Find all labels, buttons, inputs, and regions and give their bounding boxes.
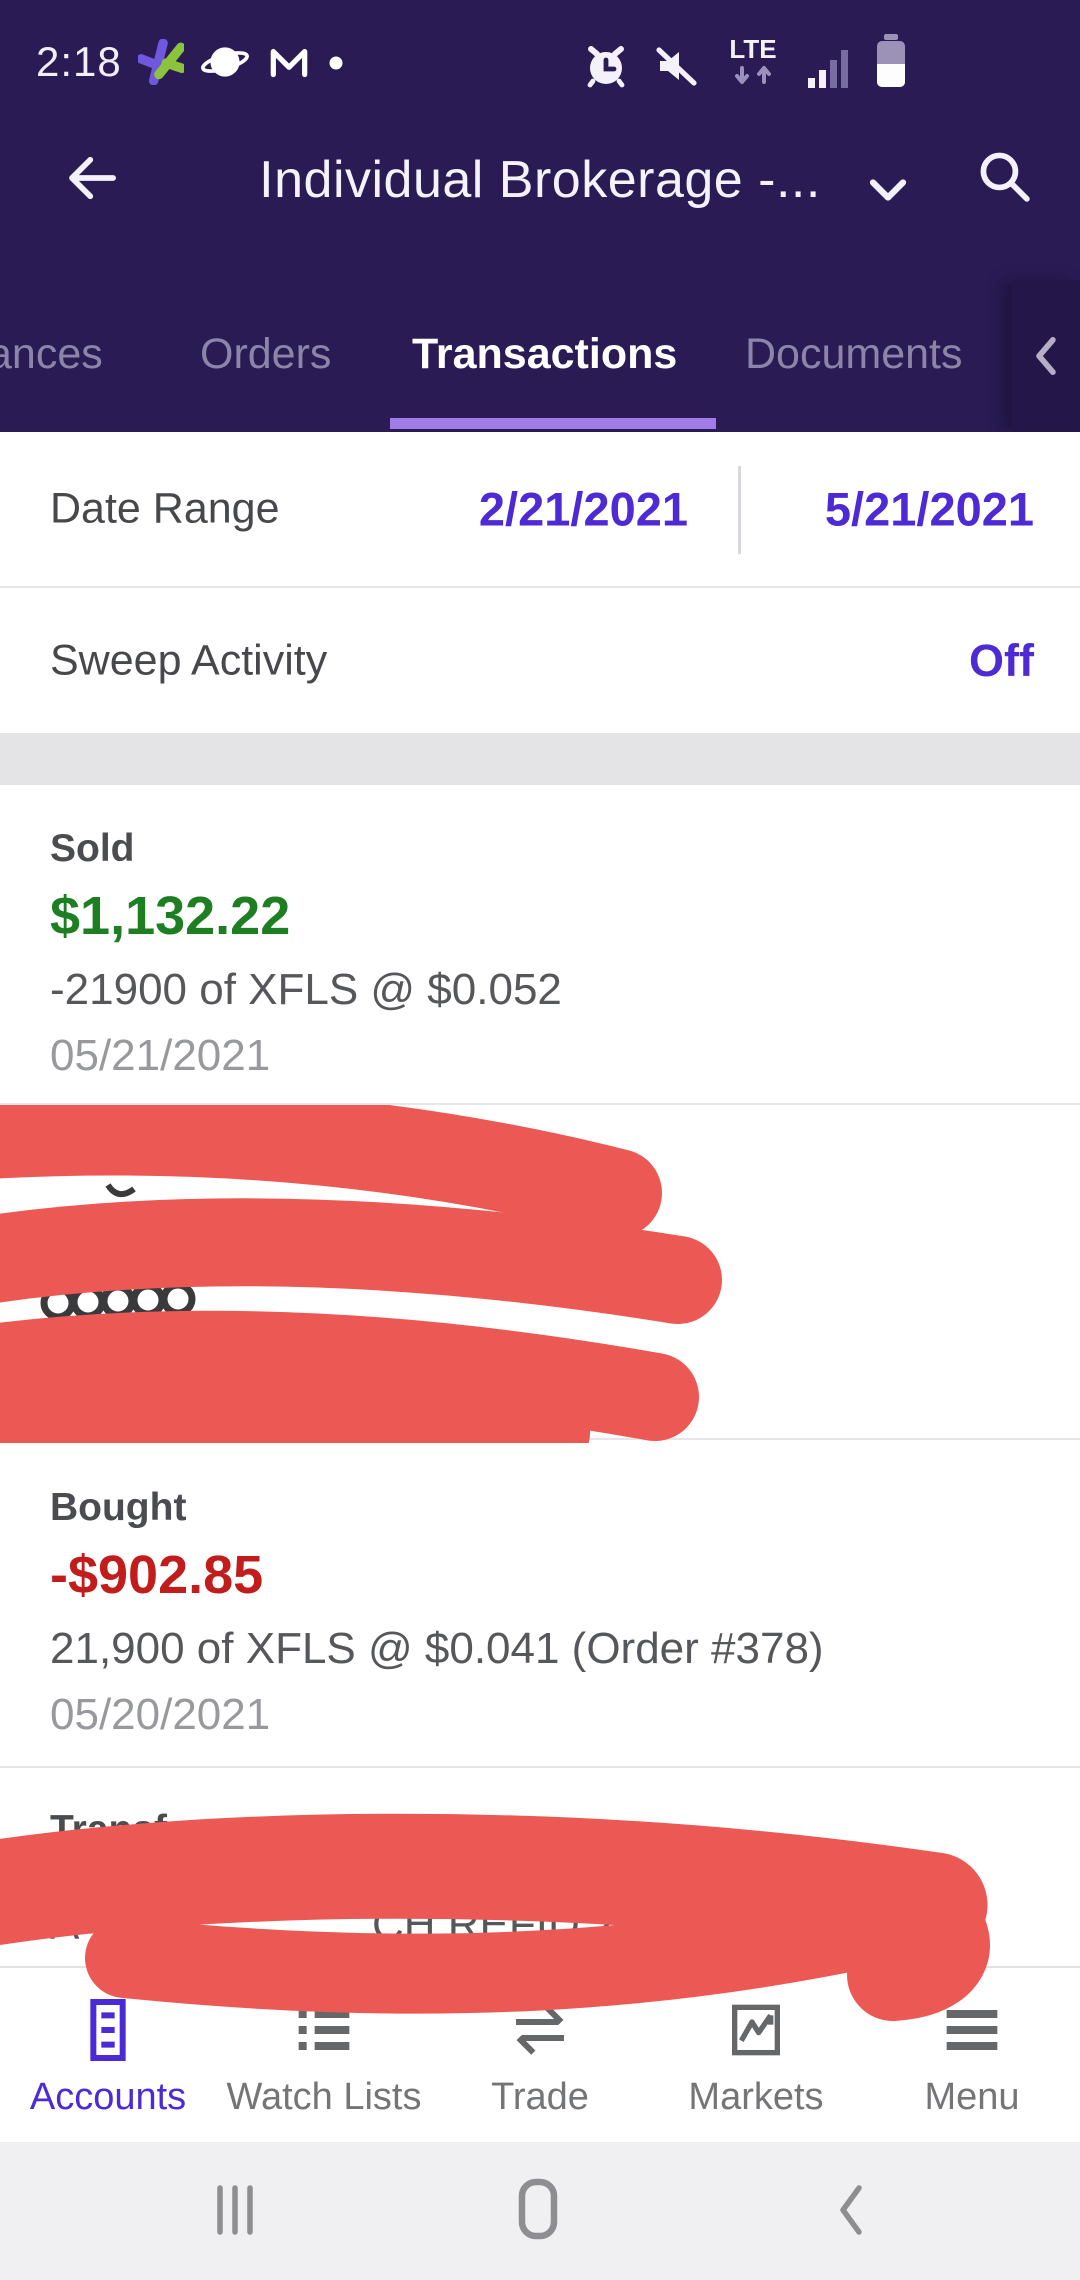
sweep-activity-value[interactable]: Off bbox=[969, 634, 1034, 686]
nav-trade[interactable]: Trade bbox=[432, 1968, 648, 2144]
home-icon[interactable] bbox=[510, 2178, 566, 2242]
nav-markets[interactable]: Markets bbox=[648, 1968, 864, 2144]
app-bar: Individual Brokerage -... bbox=[0, 100, 1080, 280]
chevron-down-icon[interactable] bbox=[868, 172, 908, 208]
status-bar: 2:18 bbox=[0, 0, 1080, 100]
recents-icon[interactable] bbox=[207, 2182, 263, 2238]
browser-planet-icon bbox=[200, 47, 249, 77]
trade-arrows-icon bbox=[516, 2005, 564, 2055]
notification-dot-icon bbox=[329, 56, 343, 70]
transaction-amount: $1,132.22 bbox=[50, 886, 291, 946]
transaction-date: 05/20/2021 bbox=[50, 1690, 271, 1739]
tab-orders[interactable]: Orders bbox=[200, 330, 332, 378]
transfer-fragment: . bbox=[650, 1900, 663, 1949]
sweep-activity-row[interactable]: Sweep Activity Off bbox=[0, 588, 1080, 733]
etrade-asterisk-icon bbox=[137, 39, 184, 85]
android-nav-bar bbox=[0, 2142, 1080, 2280]
transaction-detail: 21,900 of XFLS @ $0.041 (Order #378) bbox=[50, 1624, 824, 1673]
transaction-type: Transfer bbox=[50, 1808, 204, 1851]
transaction-redacted[interactable] bbox=[0, 1105, 1080, 1440]
transaction-type: Bought bbox=[50, 1486, 187, 1529]
nav-accounts[interactable]: Accounts bbox=[0, 1968, 216, 2144]
nav-menu[interactable]: Menu bbox=[864, 1968, 1080, 2144]
sweep-activity-label: Sweep Activity bbox=[50, 636, 328, 684]
svg-text:LTE: LTE bbox=[729, 34, 776, 64]
section-divider-band bbox=[0, 733, 1080, 785]
transaction-amount: -$902.85 bbox=[50, 1545, 264, 1605]
tab-balances-clipped[interactable]: ances bbox=[0, 330, 103, 378]
tab-transactions[interactable]: Transactions bbox=[412, 330, 678, 378]
search-icon[interactable] bbox=[972, 144, 1036, 208]
date-range-divider bbox=[738, 466, 741, 554]
battery-half-icon bbox=[877, 34, 905, 87]
lte-icon: LTE bbox=[729, 34, 777, 84]
watch-lists-icon bbox=[298, 2010, 350, 2050]
transaction-detail: -21900 of XFLS @ $0.052 bbox=[50, 965, 562, 1014]
transaction-bought[interactable]: Bought -$902.85 21,900 of XFLS @ $0.041 … bbox=[0, 1440, 1080, 1768]
back-icon[interactable] bbox=[833, 2182, 873, 2238]
transaction-transfer[interactable]: Transfer A CH REFID:202 . bbox=[0, 1768, 1080, 1966]
transfer-fragment: A bbox=[50, 1900, 80, 1949]
back-arrow-icon[interactable] bbox=[56, 146, 120, 210]
hamburger-menu-icon bbox=[946, 2010, 998, 2050]
accounts-list-icon bbox=[90, 1999, 126, 2061]
nav-label: Trade bbox=[491, 2076, 589, 2118]
status-bar-left: 2:18 bbox=[36, 38, 344, 86]
nav-label: Accounts bbox=[29, 2076, 187, 2118]
signal-strength-icon bbox=[808, 50, 848, 88]
transaction-sold[interactable]: Sold $1,132.22 -21900 of XFLS @ $0.052 0… bbox=[0, 785, 1080, 1105]
date-range-start[interactable]: 2/21/2021 bbox=[478, 482, 688, 536]
transaction-type: Sold bbox=[50, 827, 135, 870]
tab-scroll-strip[interactable] bbox=[1012, 280, 1080, 432]
chevron-left-icon bbox=[1036, 337, 1056, 375]
date-range-row: Date Range 2/21/2021 5/21/2021 bbox=[0, 432, 1080, 588]
date-range-end[interactable]: 5/21/2021 bbox=[824, 482, 1034, 536]
markets-chart-icon bbox=[732, 2004, 780, 2056]
alarm-icon bbox=[587, 46, 625, 88]
tab-bar: ances Orders Transactions Documents bbox=[0, 280, 1080, 432]
nav-label: Watch Lists bbox=[226, 2076, 422, 2118]
clock-time: 2:18 bbox=[36, 38, 122, 85]
gmail-icon bbox=[270, 48, 308, 78]
bottom-nav: Accounts Watch Lists Trade Markets bbox=[0, 1966, 1080, 2144]
mute-icon bbox=[656, 47, 697, 86]
account-selector-title[interactable]: Individual Brokerage -... bbox=[259, 151, 821, 209]
nav-watch-lists[interactable]: Watch Lists bbox=[216, 1968, 432, 2144]
transfer-fragment: CH REFID:202 bbox=[372, 1900, 666, 1949]
nav-label: Menu bbox=[924, 2076, 1020, 2118]
tab-documents[interactable]: Documents bbox=[745, 330, 963, 378]
transaction-date: 05/21/2021 bbox=[50, 1031, 271, 1080]
date-range-label: Date Range bbox=[50, 484, 280, 533]
active-tab-underline bbox=[390, 418, 716, 429]
status-bar-right: LTE bbox=[582, 34, 908, 90]
nav-label: Markets bbox=[688, 2076, 824, 2118]
